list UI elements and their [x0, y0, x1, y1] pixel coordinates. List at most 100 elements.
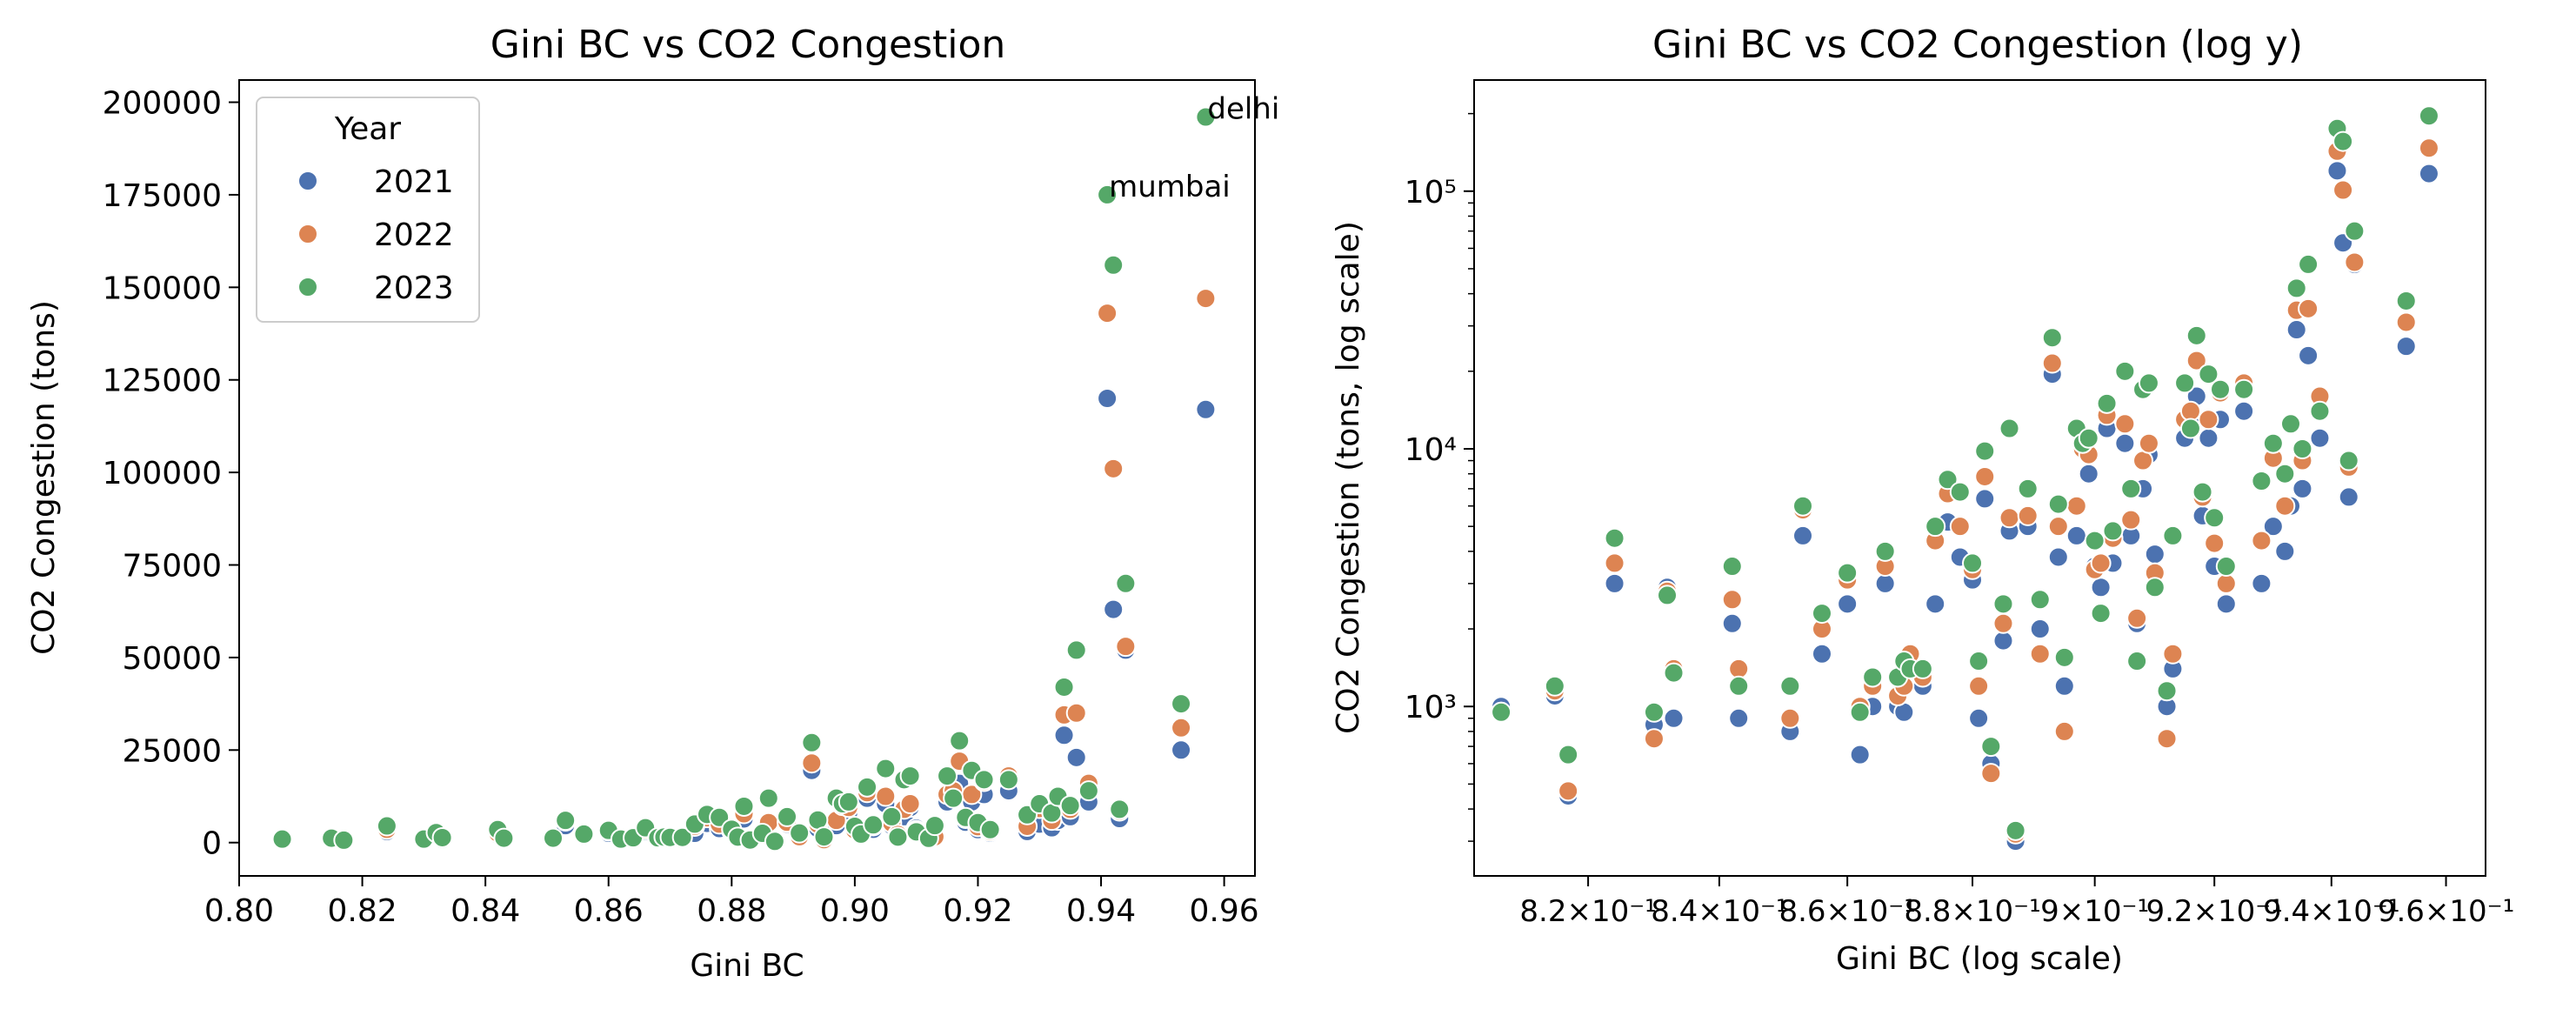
- scatter-point-2022: [2204, 532, 2226, 554]
- x-tick-label: 0.80: [204, 893, 274, 929]
- scatter-point-2021: [1604, 572, 1625, 594]
- x-tick-label: 8.4×10⁻¹: [1651, 894, 1787, 929]
- x-tick-label: 0.90: [820, 893, 890, 929]
- scatter-point-2023: [1999, 418, 2020, 439]
- scatter-point-2022: [2198, 409, 2219, 431]
- scatter-point-2022: [2041, 352, 2063, 374]
- scatter-point-2023: [875, 758, 897, 779]
- scatter-point-2021: [2144, 544, 2166, 565]
- x-tick-label: 0.84: [450, 893, 520, 929]
- scatter-point-2023: [1115, 572, 1137, 594]
- scatter-point-2021: [2029, 618, 2051, 640]
- scatter-point-2022: [2186, 350, 2207, 371]
- scatter-point-2022: [2047, 516, 2069, 538]
- x-axis: 0.80 0.82 0.84 0.86 0.88 0.90 0.92 0.94 0.96: [204, 876, 1259, 929]
- legend-label-2022: 2022: [374, 217, 454, 253]
- legend-marker-2023: [297, 277, 318, 297]
- scatter-point-2023: [1949, 481, 1971, 503]
- scatter-point-2022: [2053, 720, 2075, 742]
- scatter-point-2023: [1992, 593, 2014, 615]
- scatter-point-2022: [1195, 288, 1217, 310]
- scatter-point-2023: [2156, 680, 2178, 702]
- scatter-point-2023: [1604, 527, 1625, 549]
- scatter-point-2023: [2041, 327, 2063, 349]
- y-axis: 0 25000 50000 75000 100000 125000 150000 175000…: [103, 86, 239, 862]
- scatter-point-2021: [2215, 593, 2237, 615]
- scatter-point-2023: [1097, 184, 1118, 205]
- scatter-point-2023: [2251, 471, 2272, 492]
- annotation-delhi: delhi: [1207, 92, 1279, 127]
- scatter-point-2023: [1103, 254, 1124, 276]
- scatter-point-2023: [2286, 277, 2307, 299]
- legend-label-2021: 2021: [374, 164, 454, 200]
- scatter-point-2023: [937, 765, 958, 787]
- y-axis: 10³ 10⁴ 10⁵: [1405, 112, 1474, 842]
- scatter-point-2023: [2309, 400, 2331, 422]
- scatter-point-2021: [2298, 344, 2319, 366]
- scatter-point-2021: [2262, 516, 2284, 538]
- scatter-point-2023: [1053, 676, 1075, 698]
- scatter-point-2023: [789, 822, 811, 844]
- scatter-point-2021: [1171, 739, 1192, 761]
- scatter-point-2023: [2174, 372, 2196, 394]
- scatter-point-2021: [2114, 432, 2136, 454]
- scatter-point-2021: [1721, 612, 1743, 634]
- scatter-point-2021: [2292, 478, 2313, 499]
- y-tick-label: 75000: [122, 549, 222, 585]
- scatter-point-2023: [543, 827, 564, 849]
- scatter-point-2022: [899, 793, 921, 815]
- scatter-point-2022: [1604, 552, 1625, 574]
- scatter-point-2023: [943, 787, 964, 809]
- scatter-point-2023: [2292, 438, 2313, 459]
- scatter-point-2022: [1643, 728, 1665, 750]
- scatter-point-2022: [2065, 495, 2087, 517]
- plot-frame: [238, 79, 1256, 877]
- scatter-point-2022: [1721, 589, 1743, 611]
- scatter-point-2023: [2084, 530, 2106, 551]
- plot-area: [1491, 105, 2439, 852]
- x-tick-label: 0.96: [1190, 893, 1259, 929]
- scatter-point-2023: [1862, 666, 1884, 688]
- scatter-point-2023: [899, 765, 921, 787]
- scatter-point-2023: [1837, 562, 1859, 584]
- scatter-point-2021: [1728, 707, 1750, 729]
- scatter-point-2023: [2395, 290, 2417, 311]
- scatter-point-2021: [2395, 336, 2417, 357]
- scatter-point-2021: [1992, 630, 2014, 652]
- scatter-point-2022: [2090, 552, 2112, 574]
- scatter-point-2021: [2286, 319, 2307, 341]
- legend-entries: 2021 2022 2023: [297, 164, 454, 306]
- legend-marker-2021: [297, 170, 318, 191]
- scatter-point-2021: [2053, 675, 2075, 697]
- scatter-point-2023: [555, 810, 577, 832]
- scatter-point-2021: [2078, 463, 2099, 484]
- scatter-point-2023: [777, 805, 798, 827]
- scatter-point-2021: [2233, 400, 2255, 422]
- scatter-point-2022: [2017, 504, 2039, 526]
- scatter-point-2021: [1792, 525, 1814, 546]
- chart-title: Gini BC vs CO2 Congestion: [491, 23, 1006, 67]
- scatter-point-2021: [1103, 598, 1124, 620]
- scatter-point-2023: [2144, 577, 2166, 598]
- x-tick-label: 0.82: [327, 893, 397, 929]
- x-axis-label: Gini BC (log scale): [1836, 941, 2123, 977]
- y-axis-label: CO2 Congestion (tons): [26, 300, 62, 655]
- scatter-point-2023: [2017, 478, 2039, 499]
- scatter-point-2023: [2138, 372, 2159, 394]
- annotations: delhi mumbai: [1109, 92, 1279, 204]
- x-tick-label: 9.4×10⁻¹: [2263, 894, 2399, 929]
- scatter-point-2022: [1999, 507, 2020, 529]
- scatter-point-2022: [1949, 516, 1971, 538]
- x-tick-label: 9.6×10⁻¹: [2378, 894, 2514, 929]
- scatter-point-2022: [1779, 707, 1801, 729]
- scatter-point-2023: [1558, 744, 1579, 765]
- scatter-point-2022: [2298, 297, 2319, 319]
- scatter-point-2022: [1115, 636, 1137, 658]
- scatter-point-2023: [1195, 106, 1217, 128]
- scatter-point-2023: [1779, 675, 1801, 697]
- x-tick-label: 8.8×10⁻¹: [1904, 894, 2040, 929]
- scatter-point-2023: [1059, 795, 1081, 817]
- scatter-point-2023: [1728, 675, 1750, 697]
- scatter-point-2022: [1974, 465, 1996, 487]
